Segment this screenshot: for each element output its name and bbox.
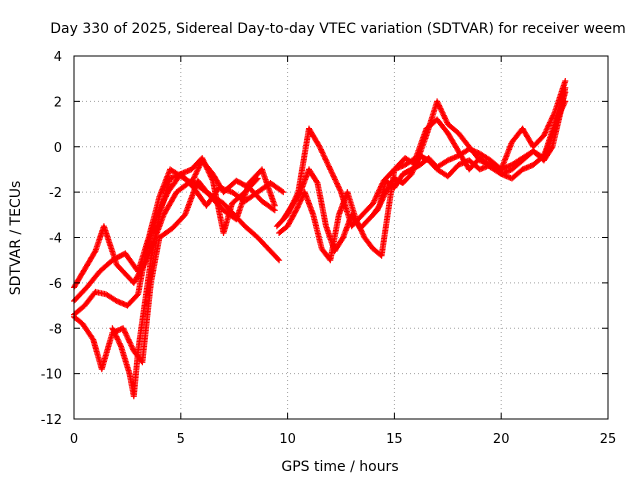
series-trace-5 xyxy=(109,155,261,400)
y-tick-label: -6 xyxy=(49,277,62,292)
y-tick-label: -10 xyxy=(41,368,62,383)
x-tick-label: 10 xyxy=(279,432,296,447)
grid xyxy=(74,56,608,419)
y-tick-label: -12 xyxy=(41,413,62,428)
y-tick-label: -4 xyxy=(49,232,62,247)
x-tick-label: 0 xyxy=(70,432,78,447)
series-marker-path xyxy=(370,84,569,218)
y-tick-label: 4 xyxy=(54,50,62,65)
x-axis-label: GPS time / hours xyxy=(281,459,398,475)
series-trace-8 xyxy=(280,98,569,255)
y-tick-label: 2 xyxy=(54,95,62,110)
y-tick-label: -2 xyxy=(49,186,62,201)
series-marker-path xyxy=(280,98,569,255)
x-tick-label: 5 xyxy=(177,432,185,447)
y-tick-label: 0 xyxy=(54,141,62,156)
x-tick-label: 20 xyxy=(493,432,510,447)
series-marker-path xyxy=(109,155,261,400)
axis-ticks xyxy=(73,55,609,420)
series-trace-9 xyxy=(370,84,569,218)
y-tick-labels: 4 2 0 -2 -4 -6 -8 -10 -12 xyxy=(41,50,62,428)
x-tick-label: 25 xyxy=(600,432,617,447)
x-tick-label: 15 xyxy=(386,432,403,447)
y-tick-label: -8 xyxy=(49,322,62,337)
y-axis-label: SDTVAR / TECUs xyxy=(8,181,24,296)
chart-title: Day 330 of 2025, Sidereal Day-to-day VTE… xyxy=(50,21,626,37)
data-markers xyxy=(71,78,569,400)
x-tick-labels: 0 5 10 15 20 25 xyxy=(70,432,616,447)
